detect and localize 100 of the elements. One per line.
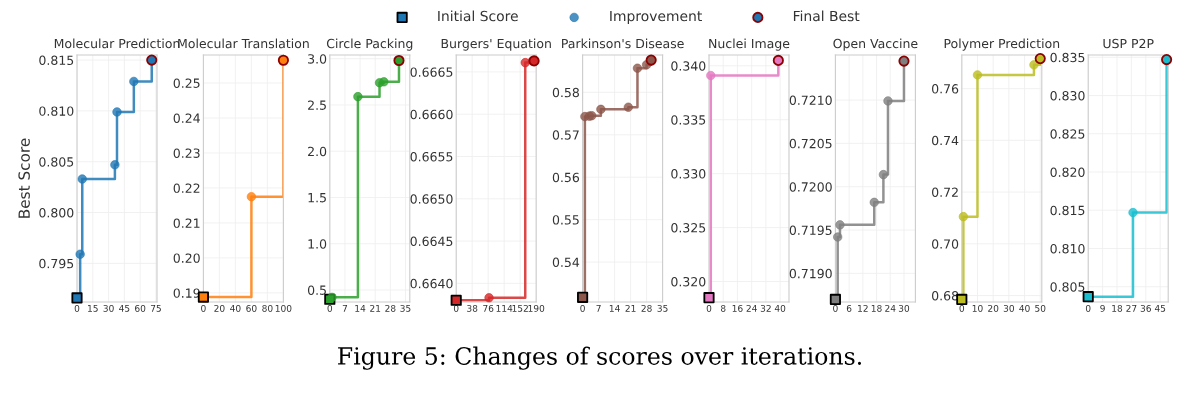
y-tick-label: 0.6650	[410, 194, 453, 204]
x-tick-label: 0	[833, 304, 838, 312]
y-tick-label: 0.6660	[410, 109, 453, 120]
y-tick-label: 0.805	[39, 157, 74, 167]
x-tick-label: 32	[760, 304, 771, 312]
chart-title: Parkinson's Disease	[562, 38, 684, 49]
legend-label: Improvement	[610, 10, 702, 24]
y-tick-label: 0.810	[39, 106, 74, 116]
x-tick-label: 8	[720, 304, 726, 312]
x-tick-label: 14	[609, 305, 620, 312]
y-tick-label: 0.74	[932, 135, 959, 146]
y-axis-title: Best Score	[18, 138, 30, 218]
x-tick-label: 18	[1112, 304, 1123, 312]
x-tick-label: 35	[400, 304, 411, 312]
x-tick-label: 38	[467, 304, 478, 312]
chart-title: USP P2P	[1103, 38, 1154, 49]
x-tick-label: 28	[385, 304, 396, 312]
chart-title: Polymer Prediction	[944, 38, 1060, 51]
x-tick-label: 27	[1126, 304, 1137, 312]
y-tick-label: 0.800	[39, 208, 74, 218]
chart-title: Molecular Prediction	[54, 38, 180, 49]
caption: Figure 5: Changes of scores over iterations.	[338, 346, 862, 370]
x-tick-label: 14	[355, 305, 366, 312]
x-tick-label: 21	[625, 304, 636, 312]
y-tick-label: 0.57	[552, 130, 579, 140]
x-tick-label: 0	[74, 304, 80, 312]
y-tick-label: 0.320	[671, 276, 706, 287]
x-tick-label: 7	[596, 305, 601, 312]
y-tick-label: 0.815	[1050, 205, 1085, 216]
x-tick-label: 24	[746, 304, 757, 312]
y-tick-label: 3.0	[308, 54, 327, 64]
y-tick-label: 0.70	[932, 239, 959, 249]
x-tick-label: 36	[1140, 304, 1151, 312]
x-tick-label: 114	[496, 305, 513, 312]
y-tick-label: 1.0	[308, 239, 327, 249]
x-tick-label: 40	[774, 304, 786, 312]
y-tick-label: 0.330	[671, 169, 706, 179]
y-tick-label: 0.6665	[410, 67, 453, 77]
y-tick-label: 0.340	[671, 61, 706, 71]
x-tick-label: 28	[641, 304, 652, 312]
y-tick-label: 0.20	[173, 253, 200, 263]
x-tick-label: 24	[885, 304, 896, 312]
y-tick-label: 0.24	[173, 113, 200, 123]
chart-title: Molecular Translation	[178, 38, 309, 49]
y-tick-label: 0.830	[1050, 91, 1085, 101]
y-tick-label: 0.76	[932, 84, 959, 94]
x-tick-label: 60	[135, 304, 146, 312]
y-tick-label: 0.6655	[410, 151, 453, 162]
x-tick-label: 15	[88, 305, 98, 312]
y-tick-label: 0.23	[173, 148, 200, 158]
x-tick-label: 20	[988, 304, 999, 312]
y-tick-label: 0.58	[552, 87, 579, 98]
chart-title: Open Vaccine	[833, 38, 918, 51]
y-tick-label: 0.55	[552, 215, 579, 225]
y-tick-label: 2.5	[308, 100, 326, 110]
x-tick-label: 40	[230, 304, 241, 312]
x-tick-label: 30	[103, 304, 114, 312]
y-tick-label: 0.25	[173, 78, 200, 88]
legend-label: Initial Score	[438, 10, 518, 22]
x-tick-label: 10	[972, 304, 983, 312]
x-tick-label: 50	[1035, 304, 1046, 312]
x-tick-label: 76	[483, 304, 494, 312]
y-tick-label: 0.56	[552, 172, 580, 183]
y-tick-label: 0.72	[932, 187, 958, 198]
x-tick-label: 18	[871, 304, 882, 312]
chart-title: Nuclei Image	[709, 38, 790, 51]
x-tick-label: 0	[453, 304, 459, 312]
chart-title: Circle Packing	[326, 38, 413, 51]
y-tick-label: 0.21	[173, 218, 200, 228]
x-tick-label: 21	[370, 304, 381, 312]
x-tick-label: 16	[732, 304, 743, 312]
y-tick-label: 0.6645	[410, 236, 453, 247]
x-tick-label: 60	[246, 304, 257, 312]
y-tick-label: 0.810	[1050, 243, 1085, 254]
x-tick-label: 80	[262, 304, 273, 312]
y-tick-label: 0.805	[1050, 282, 1085, 292]
y-tick-label: 0.54	[552, 257, 580, 268]
y-tick-label: 0.7205	[789, 138, 832, 149]
x-tick-label: 100	[275, 304, 292, 312]
y-tick-label: 0.325	[671, 223, 706, 233]
x-tick-label: 45	[1154, 305, 1166, 312]
legend-label: Final Best	[793, 10, 860, 22]
x-tick-label: 75	[150, 305, 161, 312]
x-tick-label: 0	[580, 304, 585, 312]
y-tick-label: 0.335	[671, 115, 706, 125]
y-tick-label: 0.5	[307, 285, 326, 295]
y-tick-label: 0.7210	[789, 95, 832, 105]
x-tick-label: 6	[846, 304, 852, 312]
x-tick-label: 30	[898, 304, 910, 312]
x-tick-label: 30	[1003, 304, 1014, 312]
y-tick-label: 0.825	[1050, 129, 1085, 139]
y-tick-label: 0.795	[39, 258, 74, 269]
y-tick-label: 0.7200	[789, 182, 832, 192]
y-tick-label: 0.835	[1050, 52, 1085, 63]
y-tick-label: 0.7190	[789, 268, 832, 279]
x-tick-label: 35	[657, 304, 668, 312]
x-tick-label: 45	[119, 305, 130, 312]
y-tick-label: 1.5	[308, 193, 326, 203]
x-tick-label: 7	[342, 305, 348, 312]
x-tick-label: 152	[512, 304, 528, 312]
